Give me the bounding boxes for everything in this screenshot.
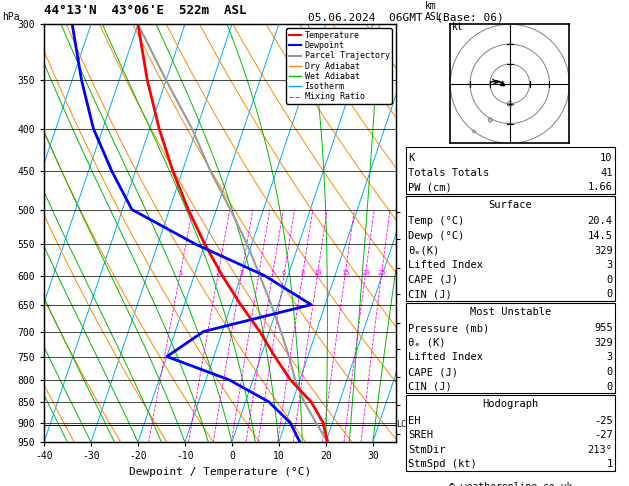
Text: 25: 25 — [377, 270, 386, 276]
Text: 329: 329 — [594, 338, 613, 348]
Text: CAPE (J): CAPE (J) — [408, 275, 458, 285]
Text: 329: 329 — [594, 245, 613, 256]
Text: Pressure (mb): Pressure (mb) — [408, 323, 489, 333]
Text: 0: 0 — [606, 289, 613, 299]
Text: 10: 10 — [313, 270, 321, 276]
Text: 0: 0 — [606, 382, 613, 392]
Text: LCL: LCL — [397, 420, 411, 429]
Text: EH: EH — [408, 416, 421, 426]
Text: 8: 8 — [301, 270, 304, 276]
Text: 15: 15 — [341, 270, 349, 276]
Text: 0: 0 — [606, 367, 613, 377]
Text: 3: 3 — [606, 260, 613, 270]
Text: SREH: SREH — [408, 430, 433, 440]
Text: 3: 3 — [239, 270, 243, 276]
Text: 41: 41 — [600, 168, 613, 178]
Text: 10: 10 — [600, 153, 613, 163]
Text: 6: 6 — [282, 270, 286, 276]
Text: 1.66: 1.66 — [587, 182, 613, 192]
Text: 213°: 213° — [587, 445, 613, 455]
Text: 5: 5 — [270, 270, 274, 276]
Text: Lifted Index: Lifted Index — [408, 260, 483, 270]
Text: 20: 20 — [361, 270, 370, 276]
Text: Dewp (°C): Dewp (°C) — [408, 231, 464, 241]
Text: Surface: Surface — [489, 200, 532, 209]
Text: Lifted Index: Lifted Index — [408, 352, 483, 363]
Text: 44°13'N  43°06'E  522m  ASL: 44°13'N 43°06'E 522m ASL — [44, 4, 247, 17]
Text: PW (cm): PW (cm) — [408, 182, 452, 192]
X-axis label: Dewpoint / Temperature (°C): Dewpoint / Temperature (°C) — [129, 467, 311, 477]
Text: 20.4: 20.4 — [587, 216, 613, 226]
Text: 1: 1 — [606, 459, 613, 469]
Text: θₑ(K): θₑ(K) — [408, 245, 440, 256]
Text: 05.06.2024  06GMT  (Base: 06): 05.06.2024 06GMT (Base: 06) — [308, 12, 504, 22]
Text: 2: 2 — [216, 270, 220, 276]
Text: 14.5: 14.5 — [587, 231, 613, 241]
Text: 1: 1 — [177, 270, 182, 276]
Y-axis label: Mixing Ratio (g/kg): Mixing Ratio (g/kg) — [421, 177, 431, 289]
Text: 3: 3 — [606, 352, 613, 363]
Text: Temp (°C): Temp (°C) — [408, 216, 464, 226]
Text: 0: 0 — [606, 275, 613, 285]
Text: StmSpd (kt): StmSpd (kt) — [408, 459, 477, 469]
Text: CIN (J): CIN (J) — [408, 382, 452, 392]
Text: -25: -25 — [594, 416, 613, 426]
Text: CIN (J): CIN (J) — [408, 289, 452, 299]
Text: hPa: hPa — [2, 12, 19, 22]
Text: -27: -27 — [594, 430, 613, 440]
Text: km
ASL: km ASL — [425, 0, 442, 22]
Text: Hodograph: Hodograph — [482, 399, 538, 409]
Text: Most Unstable: Most Unstable — [470, 307, 551, 316]
Text: 955: 955 — [594, 323, 613, 333]
Text: Totals Totals: Totals Totals — [408, 168, 489, 178]
Text: StmDir: StmDir — [408, 445, 446, 455]
Legend: Temperature, Dewpoint, Parcel Trajectory, Dry Adiabat, Wet Adiabat, Isotherm, Mi: Temperature, Dewpoint, Parcel Trajectory… — [286, 29, 392, 104]
Text: kt: kt — [452, 22, 464, 32]
Text: CAPE (J): CAPE (J) — [408, 367, 458, 377]
Text: K: K — [408, 153, 415, 163]
Text: θₑ (K): θₑ (K) — [408, 338, 446, 348]
Text: 4: 4 — [257, 270, 261, 276]
Text: © weatheronline.co.uk: © weatheronline.co.uk — [448, 482, 572, 486]
